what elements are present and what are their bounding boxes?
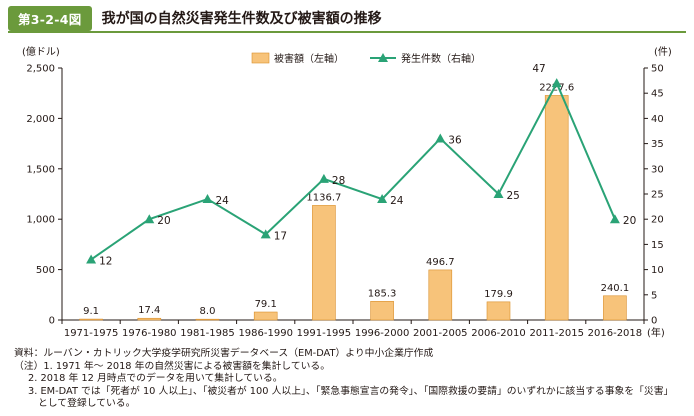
legend-bar-label: 被害額（左軸）	[274, 52, 344, 65]
y-left-tick-label: 500	[36, 265, 55, 276]
x-tick-label: 1996-2000	[355, 328, 410, 339]
legend-line-marker	[378, 53, 388, 62]
legend-line-label: 発生件数（右軸）	[401, 52, 481, 65]
line-point	[435, 133, 446, 143]
line-value-label: 24	[216, 195, 230, 207]
y-left-tick-label: 2,500	[26, 64, 55, 75]
y-left-tick-label: 1,000	[26, 215, 55, 226]
y-right-tick-label: 5	[651, 290, 657, 301]
y-left-unit: (億ドル)	[22, 45, 60, 58]
legend-bar-swatch	[251, 52, 270, 64]
y-right-tick-label: 0	[651, 316, 657, 327]
line-point	[260, 229, 271, 239]
x-tick-label: 2016-2018	[588, 328, 643, 339]
y-left-tick-label: 2,000	[26, 114, 55, 125]
x-tick-label: 1981-1985	[180, 328, 235, 339]
y-left-tick-label: 1,500	[26, 164, 55, 175]
x-tick-label: 1986-1990	[238, 328, 293, 339]
x-tick-label: 2006-2010	[471, 328, 526, 339]
line-point	[377, 194, 388, 204]
figure-number-badge: 第3-2-4図	[8, 5, 92, 31]
bar	[137, 317, 162, 321]
line-value-label: 12	[99, 256, 112, 268]
note-3: 3. EM-DAT では「死者が 10 人以上」、「被災者が 100 人以上」、…	[28, 385, 674, 397]
note-3-continued: として登録している。	[38, 398, 136, 410]
bar	[486, 301, 511, 321]
bar-value-label: 8.0	[200, 306, 216, 317]
bar	[428, 269, 453, 321]
y-right-unit: (件)	[654, 46, 672, 58]
y-right-tick-label: 40	[651, 114, 664, 125]
bar	[544, 95, 569, 321]
y-right-tick-label: 50	[651, 64, 664, 75]
bar-value-label: 9.1	[83, 306, 99, 317]
line-value-label: 28	[332, 175, 345, 187]
bar-value-label: 17.4	[138, 305, 160, 316]
y-right-tick-label: 15	[651, 240, 664, 251]
bar	[79, 318, 103, 321]
line-series	[90, 80, 616, 261]
bar-value-label: 496.7	[426, 257, 455, 268]
y-left-tick-label: 0	[49, 316, 55, 327]
bar	[312, 205, 336, 321]
bar	[370, 301, 394, 321]
bar-value-label: 1136.7	[306, 192, 341, 203]
header-divider	[8, 31, 686, 33]
x-tick-label: 1976-1980	[122, 328, 177, 339]
y-right-tick-label: 10	[651, 265, 664, 276]
line-point	[318, 173, 329, 183]
line-value-label: 17	[274, 230, 287, 242]
source-note: 資料：ルーバン・カトリック大学疫学研究所災害データベース（EM-DAT）より中小…	[14, 348, 434, 359]
y-right-tick-label: 45	[651, 89, 664, 100]
y-right-tick-label: 20	[651, 215, 664, 226]
bar	[253, 311, 278, 321]
line-point	[144, 214, 155, 224]
y-right-tick-label: 35	[651, 139, 664, 150]
y-right-tick-label: 30	[651, 164, 664, 175]
x-tick-label: 1991-1995	[297, 328, 352, 339]
note-1: （注）1. 1971 年～ 2018 年の自然災害による被害額を集計している。	[14, 360, 331, 372]
line-value-label: 20	[157, 215, 170, 227]
figure-title: 我が国の自然災害発生件数及び被害額の推移	[101, 11, 382, 27]
figure-header: 第3-2-4図 我が国の自然災害発生件数及び被害額の推移	[8, 5, 382, 31]
x-unit: (年)	[647, 326, 665, 339]
line-value-label: 25	[507, 190, 520, 202]
bar-value-label: 179.9	[484, 289, 513, 300]
note-2: 2. 2018 年 12 月時点でのデータを用いて集計している。	[28, 373, 283, 385]
bar-value-label: 185.3	[368, 288, 397, 299]
line-point	[493, 189, 504, 198]
line-value-label: 47	[532, 63, 545, 75]
line-point	[609, 214, 620, 224]
x-tick-label: 1971-1975	[64, 328, 119, 339]
bar-value-label: 2227.6	[539, 82, 574, 93]
line-value-label: 20	[623, 215, 636, 227]
bar-value-label: 79.1	[255, 299, 277, 310]
notes-block: 資料：ルーバン・カトリック大学疫学研究所災害データベース（EM-DAT）より中小…	[14, 348, 673, 411]
line-value-label: 36	[448, 135, 462, 147]
line-point	[202, 194, 213, 204]
x-tick-label: 2011-2015	[529, 328, 584, 339]
bar	[603, 295, 627, 321]
line-value-label: 24	[390, 195, 404, 207]
bar	[195, 318, 220, 321]
bar-value-label: 240.1	[601, 283, 630, 294]
y-right-tick-label: 25	[651, 190, 664, 201]
line-point	[86, 254, 97, 264]
x-tick-label: 2001-2005	[413, 328, 468, 339]
line-point	[551, 78, 562, 88]
